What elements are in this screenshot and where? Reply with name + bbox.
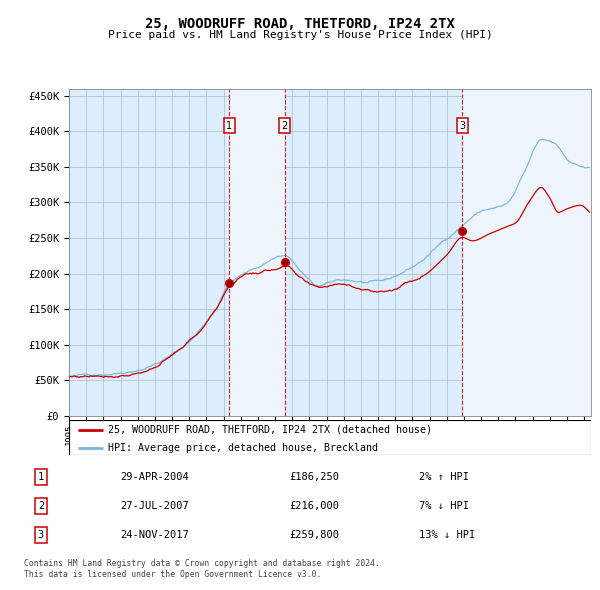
Text: 1: 1: [226, 120, 232, 130]
Text: 2: 2: [282, 120, 288, 130]
Text: 7% ↓ HPI: 7% ↓ HPI: [419, 501, 469, 511]
Text: Price paid vs. HM Land Registry's House Price Index (HPI): Price paid vs. HM Land Registry's House …: [107, 30, 493, 40]
Text: 25, WOODRUFF ROAD, THETFORD, IP24 2TX: 25, WOODRUFF ROAD, THETFORD, IP24 2TX: [145, 17, 455, 31]
Text: 2: 2: [38, 501, 44, 511]
Text: HPI: Average price, detached house, Breckland: HPI: Average price, detached house, Brec…: [108, 442, 378, 453]
Text: £259,800: £259,800: [289, 530, 339, 540]
Text: 24-NOV-2017: 24-NOV-2017: [120, 530, 188, 540]
Text: 13% ↓ HPI: 13% ↓ HPI: [419, 530, 475, 540]
Text: £186,250: £186,250: [289, 471, 339, 481]
Text: £216,000: £216,000: [289, 501, 339, 511]
Text: 3: 3: [459, 120, 465, 130]
Text: 1: 1: [38, 471, 44, 481]
Text: This data is licensed under the Open Government Licence v3.0.: This data is licensed under the Open Gov…: [24, 571, 322, 579]
Text: 25, WOODRUFF ROAD, THETFORD, IP24 2TX (detached house): 25, WOODRUFF ROAD, THETFORD, IP24 2TX (d…: [108, 425, 432, 435]
Text: Contains HM Land Registry data © Crown copyright and database right 2024.: Contains HM Land Registry data © Crown c…: [24, 559, 380, 568]
Text: 27-JUL-2007: 27-JUL-2007: [120, 501, 188, 511]
Bar: [462, 88, 591, 416]
Text: 2% ↑ HPI: 2% ↑ HPI: [419, 471, 469, 481]
Text: 29-APR-2004: 29-APR-2004: [120, 471, 188, 481]
Bar: [229, 88, 285, 416]
Text: 3: 3: [38, 530, 44, 540]
